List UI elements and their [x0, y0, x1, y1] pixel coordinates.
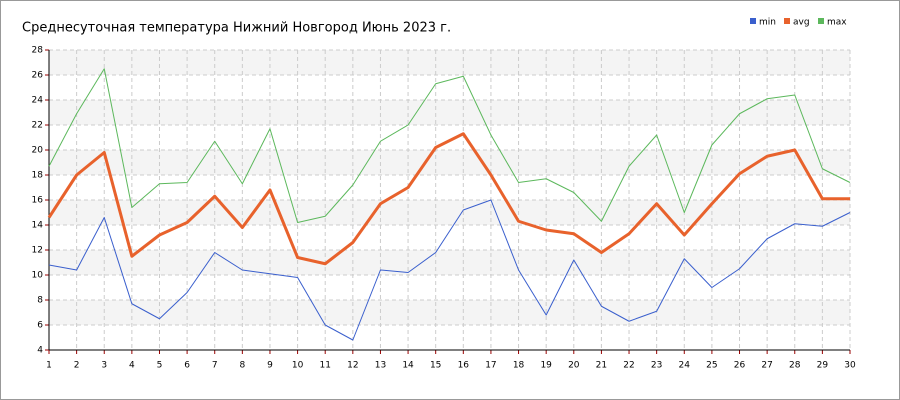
- x-tick-label: 11: [319, 361, 330, 371]
- x-tick-label: 13: [375, 361, 386, 371]
- x-tick-label: 28: [789, 361, 801, 371]
- grid-band: [49, 300, 850, 325]
- y-tick-label: 16: [32, 196, 44, 206]
- x-tick-label: 7: [212, 361, 218, 371]
- grid-band: [49, 200, 850, 225]
- x-tick-label: 26: [734, 361, 746, 371]
- x-tick-label: 18: [513, 361, 525, 371]
- x-tick-label: 21: [596, 361, 607, 371]
- x-tick-label: 3: [101, 361, 107, 371]
- y-tick-label: 4: [37, 346, 43, 356]
- y-tick-label: 14: [32, 221, 44, 231]
- legend-label: min: [759, 18, 776, 28]
- x-tick-label: 15: [430, 361, 441, 371]
- x-tick-label: 22: [623, 361, 634, 371]
- grid-band: [49, 250, 850, 275]
- grid-band: [49, 150, 850, 175]
- legend-swatch: [750, 18, 756, 24]
- y-tick-label: 8: [37, 296, 43, 306]
- x-tick-label: 6: [184, 361, 190, 371]
- y-tick-label: 10: [32, 271, 44, 281]
- x-tick-label: 5: [157, 361, 163, 371]
- x-tick-label: 14: [402, 361, 414, 371]
- x-tick-label: 1: [46, 361, 52, 371]
- legend-label: max: [827, 18, 847, 28]
- series-line: [48, 68, 851, 223]
- series-line: [47, 132, 850, 266]
- y-tick-label: 18: [32, 171, 44, 181]
- x-tick-label: 9: [267, 361, 273, 371]
- x-tick-label: 30: [844, 361, 856, 371]
- chart-title: Среднесуточная температура Нижний Новгор…: [22, 21, 451, 36]
- x-tick-label: 20: [568, 361, 580, 371]
- y-tick-label: 6: [37, 321, 43, 331]
- y-tick-label: 22: [32, 121, 43, 131]
- x-tick-label: 4: [129, 361, 135, 371]
- x-tick-label: 19: [540, 361, 552, 371]
- series-line: [48, 199, 851, 341]
- legend-swatch: [784, 18, 790, 24]
- y-tick-label: 26: [32, 71, 44, 81]
- x-tick-label: 10: [292, 361, 304, 371]
- x-tick-label: 16: [458, 361, 470, 371]
- x-tick-label: 27: [761, 361, 772, 371]
- grid-band: [49, 50, 850, 75]
- legend-swatch: [818, 18, 824, 24]
- legend-label: avg: [793, 18, 810, 28]
- x-tick-label: 2: [74, 361, 80, 371]
- x-tick-label: 17: [485, 361, 496, 371]
- x-tick-label: 25: [706, 361, 717, 371]
- y-tick-label: 12: [32, 246, 43, 256]
- x-tick-label: 8: [239, 361, 245, 371]
- x-tick-label: 24: [679, 361, 691, 371]
- y-tick-label: 20: [32, 146, 44, 156]
- y-tick-label: 28: [32, 46, 44, 56]
- grid-band: [49, 100, 850, 125]
- y-tick-label: 24: [32, 96, 44, 106]
- x-tick-label: 12: [347, 361, 358, 371]
- x-tick-label: 23: [651, 361, 662, 371]
- x-tick-label: 29: [817, 361, 829, 371]
